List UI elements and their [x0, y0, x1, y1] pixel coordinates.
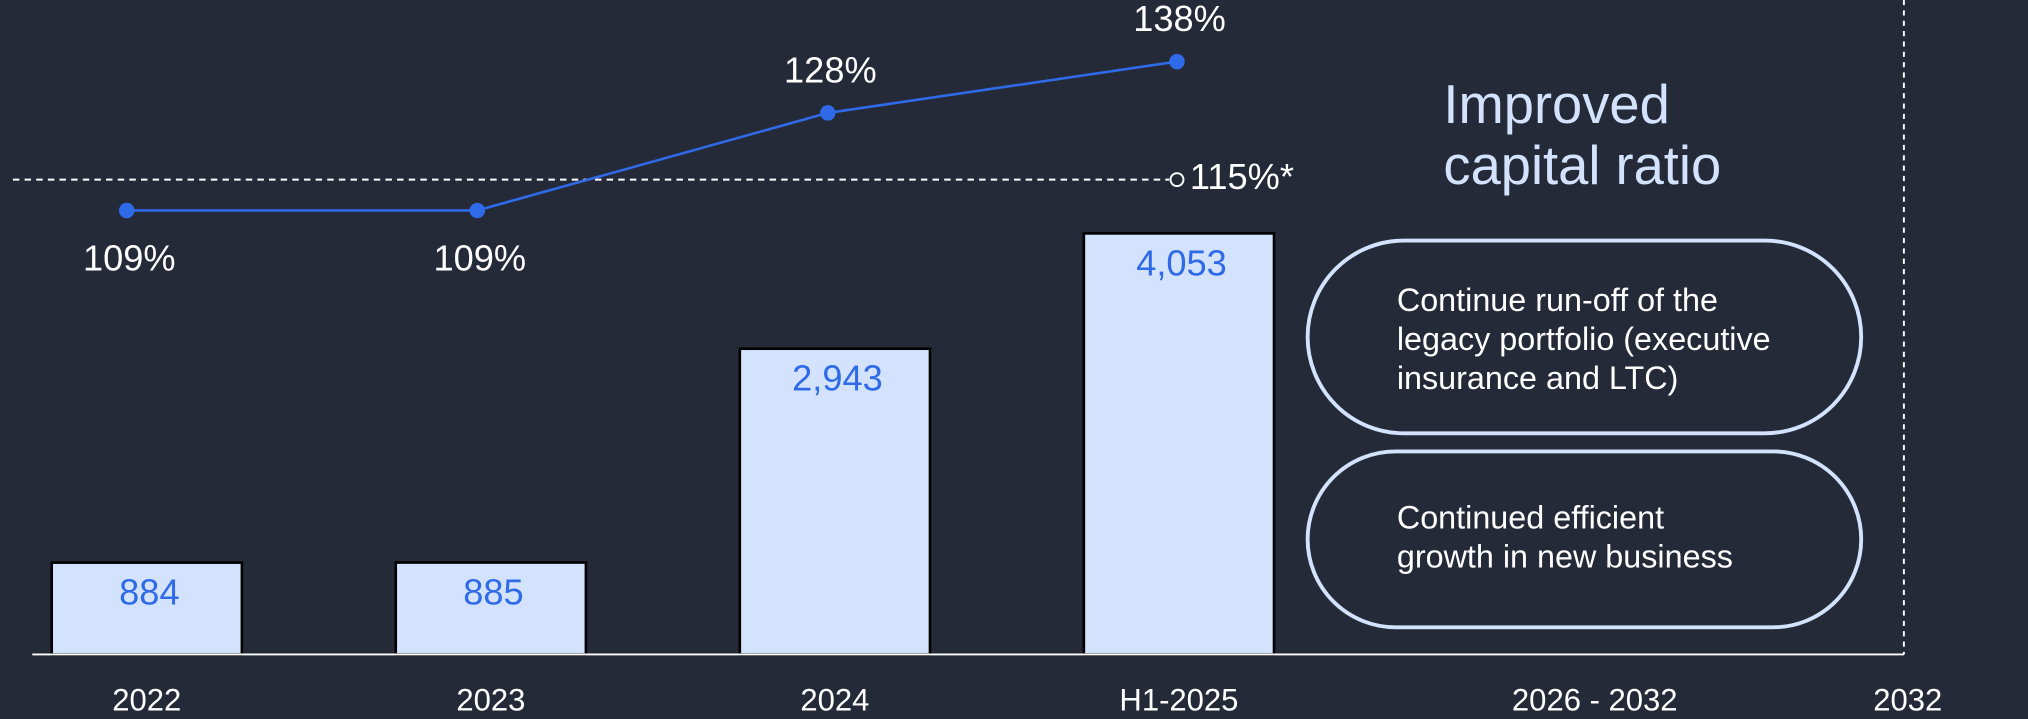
plot: 2022 2023 2024 H1-2025 2026 - 2032 2032 115%* 8… — [12, 0, 1942, 718]
reference-marker — [1169, 172, 1185, 188]
line-value-label: 138% — [1133, 0, 1226, 39]
bar-value-label: 4,053 — [1136, 242, 1227, 283]
bar-value-label: 884 — [119, 572, 179, 613]
x-tick-label: 2024 — [800, 683, 869, 718]
bar-value-label: 2,943 — [792, 358, 883, 399]
x-tick-label: H1-2025 — [1119, 683, 1238, 718]
callout-text: insurance and LTC) — [1397, 360, 1679, 396]
line-point — [820, 105, 836, 121]
x-tick-label: 2032 — [1873, 683, 1942, 718]
annotation-title: capital ratio — [1443, 135, 1721, 196]
line-point — [469, 202, 486, 219]
callout-pill — [1305, 449, 1864, 630]
x-tick-label: 2022 — [112, 683, 181, 718]
callout-text: Continued efficient — [1397, 499, 1664, 535]
line-point — [118, 202, 135, 219]
callout-text: growth in new business — [1397, 538, 1733, 574]
annotation-title: Improved — [1443, 74, 1669, 135]
line-value-label: 109% — [434, 237, 527, 278]
x-tick-label: 2026 - 2032 — [1512, 683, 1678, 718]
callout-text: legacy portfolio (executive — [1397, 321, 1771, 357]
reference-label: 115%* — [1190, 156, 1294, 197]
bar — [50, 561, 244, 656]
callout-text: Continue run-off of the — [1397, 282, 1718, 318]
bar — [738, 347, 932, 656]
x-tick-label: 2023 — [456, 683, 525, 718]
line-value-label: 128% — [784, 49, 877, 90]
callout-pill — [1305, 238, 1864, 436]
line — [126, 60, 1178, 212]
bar — [1082, 232, 1276, 656]
bar — [394, 561, 588, 656]
line-value-label: 109% — [83, 237, 176, 278]
bar-value-label: 885 — [463, 571, 523, 612]
line-point — [1169, 53, 1185, 70]
